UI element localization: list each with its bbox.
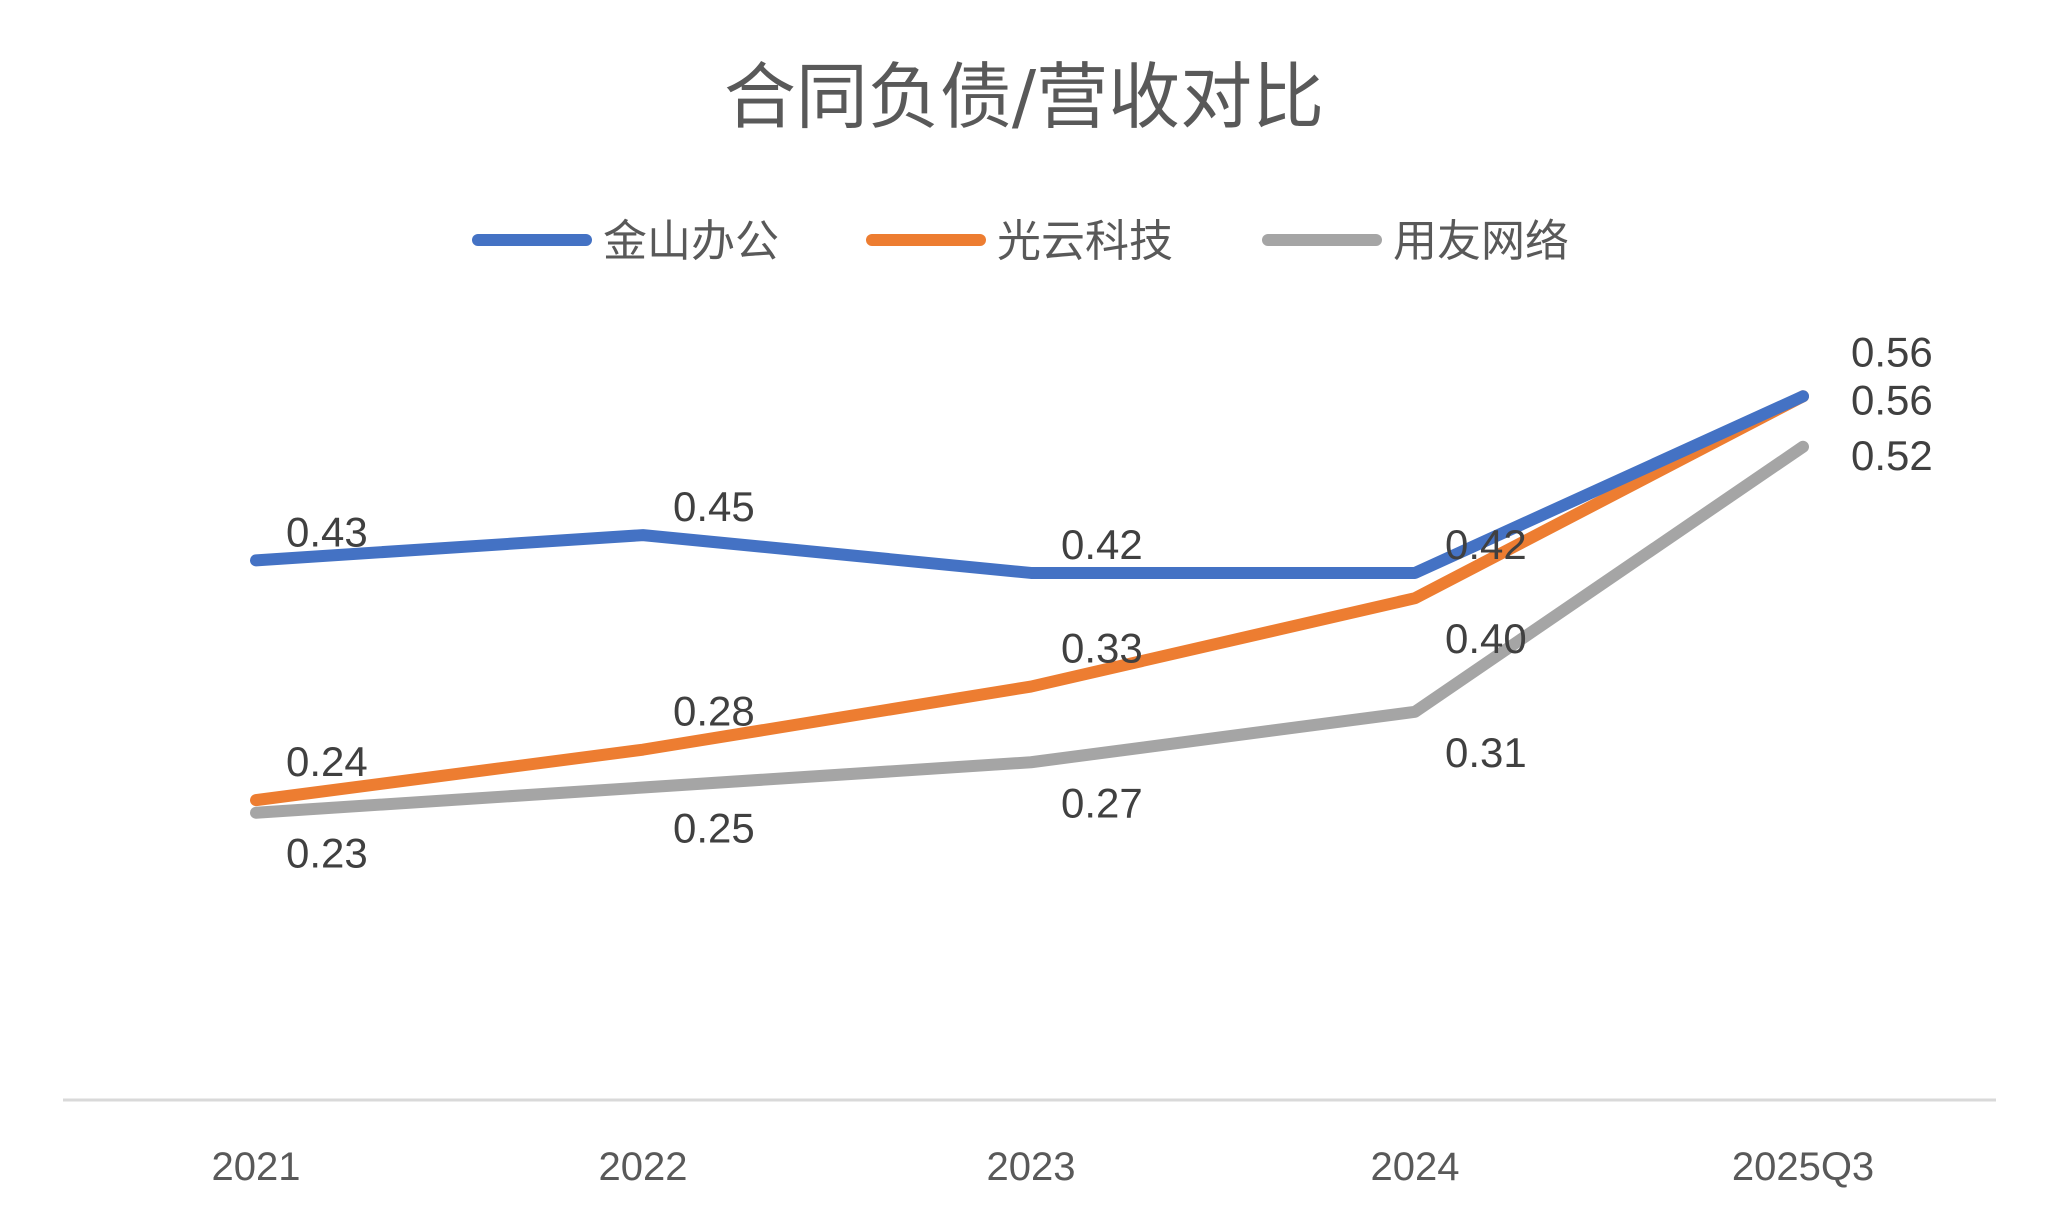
legend-label: 金山办公: [603, 216, 779, 267]
series-line: [250, 390, 1809, 807]
x-tick-label: 2024: [1371, 1145, 1460, 1189]
data-label: 0.52: [1851, 432, 1933, 479]
chart-title: 合同负债/营收对比: [724, 55, 1324, 139]
x-tick-label: 2023: [987, 1145, 1076, 1189]
data-label: 0.27: [1061, 779, 1143, 826]
data-label: 0.24: [286, 738, 368, 785]
legend: 金山办公 光云科技 用友网络: [472, 216, 1569, 267]
data-label: 0.42: [1445, 521, 1527, 568]
x-tick-label: 2021: [212, 1145, 301, 1189]
series-lines: [250, 390, 1809, 819]
data-label: 0.31: [1445, 729, 1527, 776]
legend-label: 用友网络: [1393, 216, 1569, 267]
series-line: [250, 440, 1809, 819]
data-label: 0.23: [286, 830, 368, 877]
data-label: 0.45: [673, 483, 755, 530]
data-label: 0.56: [1851, 376, 1933, 423]
x-tick-label: 2025Q3: [1732, 1145, 1874, 1189]
series-line: [250, 390, 1809, 579]
data-label: 0.33: [1061, 625, 1143, 672]
x-axis-ticks: 2021 2022 2023 2024 2025Q3: [212, 1145, 1875, 1189]
data-label: 0.40: [1445, 615, 1527, 662]
data-label: 0.25: [673, 805, 755, 852]
data-label: 0.42: [1061, 521, 1143, 568]
x-tick-label: 2022: [599, 1145, 688, 1189]
data-label: 0.56: [1851, 328, 1933, 375]
legend-label: 光云科技: [997, 216, 1173, 267]
data-labels: 0.43 0.45 0.42 0.42 0.56 0.24 0.28 0.33 0.40 0.56…: [286, 328, 1933, 876]
data-label: 0.43: [286, 508, 368, 555]
data-label: 0.28: [673, 688, 755, 735]
